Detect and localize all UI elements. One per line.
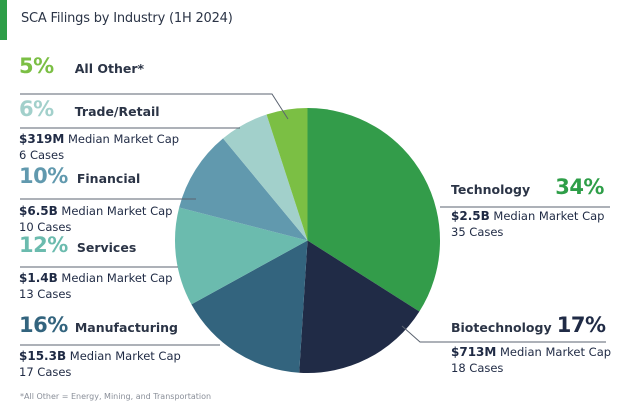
- details-biotechnology: $713M Median Market Cap 18 Cases: [451, 344, 611, 376]
- cap-services: $1.4B: [19, 271, 58, 285]
- cases-technology: 35 Cases: [451, 225, 504, 239]
- pct-services: 12%: [19, 233, 68, 257]
- cap-label: Median Market Cap: [61, 271, 173, 285]
- cap-manufacturing: $15.3B: [19, 349, 67, 363]
- pie-slice-manufacturing: [191, 240, 308, 373]
- cases-biotechnology: 18 Cases: [451, 361, 504, 375]
- cap-biotechnology: $713M: [451, 345, 497, 359]
- pie-slice-technology: [307, 108, 440, 312]
- cases-financial: 10 Cases: [19, 220, 72, 234]
- cap-technology: $2.5B: [451, 209, 490, 223]
- name-financial: Financial: [76, 171, 141, 186]
- name-all-other: All Other*: [74, 61, 145, 76]
- cap-trade-retail: $319M: [19, 132, 65, 146]
- cases-manufacturing: 17 Cases: [19, 365, 72, 379]
- name-technology: Technology: [451, 182, 531, 197]
- pie-slice-services: [174, 207, 308, 305]
- details-financial: $6.5B Median Market Cap 10 Cases: [19, 203, 172, 235]
- pct-all-other: 5%: [19, 54, 54, 78]
- name-trade-retail: Trade/Retail: [74, 104, 160, 119]
- cap-label: Median Market Cap: [500, 345, 612, 359]
- leader-lines: [20, 93, 610, 346]
- footnote: *All Other = Energy, Mining, and Transpo…: [20, 392, 212, 401]
- details-trade-retail: $319M Median Market Cap 6 Cases: [19, 131, 179, 163]
- name-manufacturing: Manufacturing: [74, 320, 178, 335]
- pct-biotechnology: 17%: [556, 313, 606, 337]
- pct-trade-retail: 6%: [19, 97, 54, 121]
- label-all-other: 5% All Other*: [19, 54, 144, 78]
- name-services: Services: [76, 240, 137, 255]
- name-biotechnology: Biotechnology: [451, 320, 552, 335]
- pct-financial: 10%: [19, 164, 68, 188]
- cap-label: Median Market Cap: [69, 349, 181, 363]
- label-biotechnology: Biotechnology 17%: [451, 313, 606, 337]
- pie-slice-biotechnology: [299, 240, 420, 374]
- cases-services: 13 Cases: [19, 287, 72, 301]
- pie-slice-financial: [179, 138, 308, 241]
- cap-label: Median Market Cap: [68, 132, 180, 146]
- pie-slice-all-other: [266, 108, 308, 241]
- label-technology: Technology 34%: [451, 175, 604, 199]
- cap-label: Median Market Cap: [61, 204, 173, 218]
- label-financial: 10% Financial: [19, 164, 140, 188]
- pie-slice-trade-retail: [223, 114, 308, 241]
- title-accent-bar: [0, 0, 7, 40]
- details-technology: $2.5B Median Market Cap 35 Cases: [451, 208, 604, 240]
- details-manufacturing: $15.3B Median Market Cap 17 Cases: [19, 348, 181, 380]
- label-manufacturing: 16% Manufacturing: [19, 313, 178, 337]
- chart-title: SCA Filings by Industry (1H 2024): [21, 11, 233, 26]
- cap-label: Median Market Cap: [493, 209, 605, 223]
- pct-manufacturing: 16%: [19, 313, 68, 337]
- cases-trade-retail: 6 Cases: [19, 148, 65, 162]
- pct-technology: 34%: [555, 175, 604, 199]
- details-services: $1.4B Median Market Cap 13 Cases: [19, 270, 172, 302]
- label-trade-retail: 6% Trade/Retail: [19, 97, 160, 121]
- cap-financial: $6.5B: [19, 204, 58, 218]
- label-services: 12% Services: [19, 233, 136, 257]
